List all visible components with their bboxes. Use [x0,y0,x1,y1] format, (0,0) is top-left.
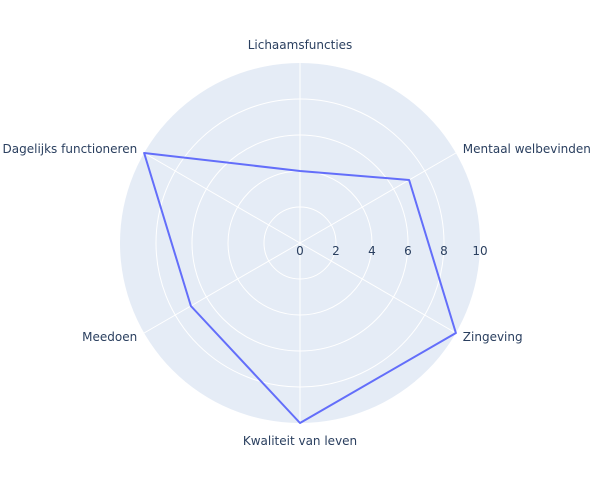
axis-label: Lichaamsfuncties [248,38,353,52]
angular-grid-spoke [143,152,301,244]
axis-label: Zingeving [463,330,523,344]
axis-label: Meedoen [82,330,137,344]
angular-grid-spoke [299,152,457,244]
angular-grid-spoke [143,242,301,334]
axis-label: Kwaliteit van leven [243,434,357,448]
axis-labels: Lichaamsfuncties Mentaal welbevinden Zinge… [3,38,591,448]
radial-tick-label: 4 [368,244,376,258]
radial-tick-label: 6 [404,244,412,258]
series-layer [143,152,457,424]
angular-grid-spoke [299,242,457,334]
radial-tick-labels: 0 2 4 6 8 10 [296,244,487,258]
radial-tick-label: 8 [440,244,448,258]
series-line [143,152,457,424]
radial-tick-label: 2 [332,244,340,258]
angular-grid [143,63,457,423]
axis-label: Dagelijks functioneren [3,142,138,156]
radial-tick-label: 0 [296,244,304,258]
radial-tick-label: 10 [472,244,487,258]
axis-label: Mentaal welbevinden [463,142,591,156]
